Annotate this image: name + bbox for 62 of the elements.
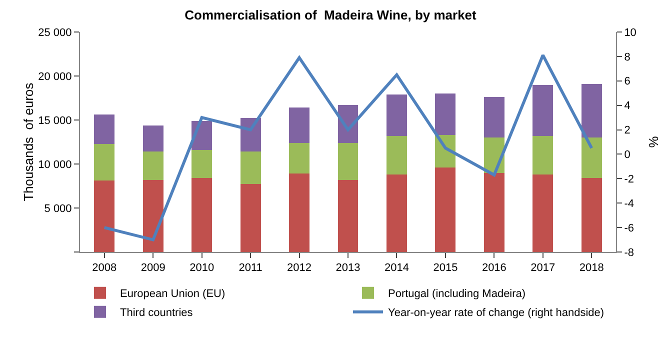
x-tick-label: 2016	[482, 262, 506, 274]
bar	[435, 168, 456, 252]
bar	[94, 114, 115, 144]
bar	[435, 94, 456, 135]
y2-tick-label: -8	[624, 246, 634, 259]
y-tick-label: 5 000	[44, 202, 72, 215]
bar	[581, 138, 602, 178]
bar	[484, 172, 504, 252]
y-axis-title: Thousands of euros	[21, 82, 36, 202]
x-tick-label: 2011	[238, 262, 262, 274]
x-tick-label: 2015	[433, 262, 458, 274]
x-tick-label: 2010	[190, 262, 214, 274]
bar	[289, 108, 310, 143]
bar	[192, 150, 212, 178]
chart-title: Commercialisation of Madeira Wine, by market	[184, 7, 478, 22]
bar	[142, 180, 164, 252]
bar	[386, 136, 407, 175]
bar	[484, 97, 504, 138]
y2-axis-title: %	[646, 136, 661, 148]
legend-label: Year-on-year rate of change (right handside)	[388, 307, 604, 320]
y-tick-label: 15 000	[38, 114, 72, 127]
y2-tick-label: 6	[624, 76, 630, 88]
bar	[581, 84, 602, 138]
x-tick-label: 2012	[287, 262, 312, 274]
x-tick-label: 2009	[140, 262, 166, 274]
y2-tick-label: 2	[624, 124, 630, 137]
y-tick-label: 25 000	[38, 26, 72, 39]
y-tick-label: 20 000	[38, 70, 72, 83]
bar	[581, 178, 602, 252]
bar	[532, 136, 554, 175]
x-tick-label: 2014	[384, 262, 409, 274]
legend-label: Portugal (including Madeira)	[388, 288, 526, 300]
x-tick-label: 2017	[530, 262, 556, 274]
y-tick-label: 10 000	[38, 158, 72, 171]
bar	[192, 178, 212, 252]
bar	[532, 84, 554, 136]
bar	[94, 180, 115, 252]
y2-tick-label: -6	[624, 222, 634, 234]
bar	[532, 174, 554, 252]
y2-tick-label: -4	[624, 198, 634, 210]
x-tick-label: 2018	[579, 262, 604, 274]
legend-label: European Union (EU)	[120, 288, 226, 300]
legend-label: Third countries	[120, 307, 194, 320]
y2-tick-label: 4	[624, 100, 630, 112]
y2-tick-label: -2	[624, 174, 634, 186]
bar	[386, 94, 407, 136]
bar	[338, 180, 358, 252]
bar	[142, 152, 164, 180]
bar	[338, 142, 358, 180]
bar	[289, 142, 310, 174]
line-series	[102, 54, 594, 242]
bar	[94, 144, 115, 181]
y2-tick-label: 0	[624, 149, 630, 162]
y2-tick-label: 8	[624, 51, 630, 64]
bar	[240, 152, 261, 184]
bar	[386, 174, 407, 252]
bar	[142, 125, 164, 152]
bar	[240, 184, 261, 252]
x-tick-label: 2008	[92, 262, 117, 274]
bar	[289, 174, 310, 252]
y2-tick-label: 10	[624, 26, 636, 39]
x-tick-label: 2013	[336, 262, 360, 274]
